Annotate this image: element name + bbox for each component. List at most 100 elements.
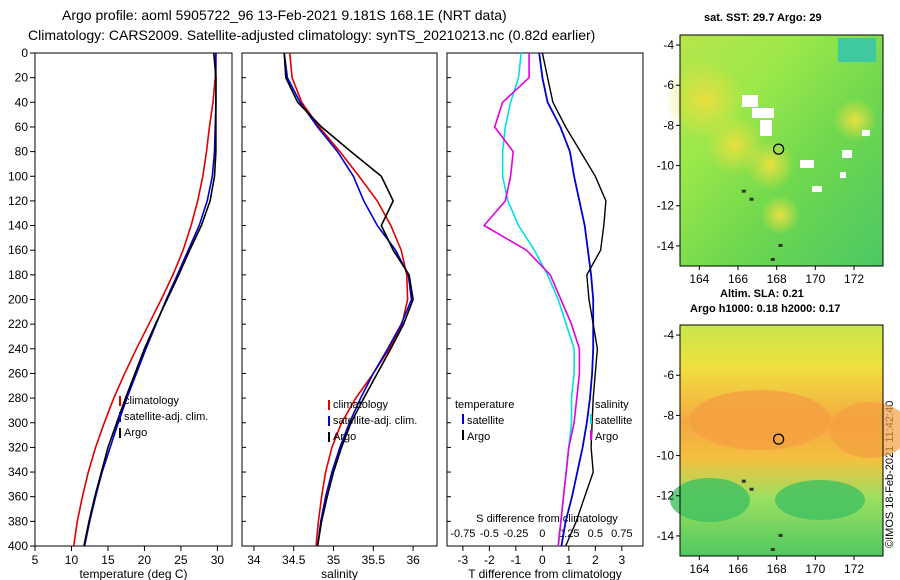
map-y-tick-label: -12 bbox=[657, 489, 675, 503]
cloud-gap bbox=[760, 120, 772, 136]
temperature-difference-axis-label: T difference from climatology bbox=[468, 567, 622, 580]
map-x-tick-label: 168 bbox=[767, 272, 787, 286]
map-x-tick-label: 168 bbox=[767, 562, 787, 576]
map-x-tick-label: 170 bbox=[805, 272, 825, 286]
x-tick-label: 34 bbox=[247, 553, 261, 567]
cloud-gap bbox=[812, 186, 822, 192]
island-mark bbox=[749, 197, 754, 201]
map-x-tick-label: 166 bbox=[728, 562, 748, 576]
map-y-tick-label: -4 bbox=[663, 38, 674, 52]
map-y-tick-label: -14 bbox=[657, 239, 675, 253]
x-tick-label: 20 bbox=[138, 553, 152, 567]
legend-label: Argo bbox=[124, 427, 147, 439]
y-tick-label: 320 bbox=[8, 440, 28, 454]
y-tick-label: 300 bbox=[8, 416, 28, 430]
y-tick-label: 160 bbox=[8, 243, 28, 257]
cool-patch bbox=[838, 38, 876, 62]
y-tick-label: 380 bbox=[8, 514, 28, 528]
y-tick-label: 140 bbox=[8, 219, 28, 233]
legend-label: satellite-adj. clim. bbox=[333, 415, 417, 427]
series-argo bbox=[83, 52, 217, 547]
salinity-difference-tick-label: -0.75 bbox=[450, 528, 475, 540]
cloud-gap bbox=[752, 108, 774, 118]
map-y-tick-label: -6 bbox=[663, 368, 674, 382]
island-mark bbox=[770, 257, 775, 261]
legend-label: Argo bbox=[595, 431, 618, 443]
salinity-difference-tick-label: 0.75 bbox=[611, 528, 632, 540]
y-tick-label: 180 bbox=[8, 268, 28, 282]
argo-position-marker bbox=[772, 143, 785, 155]
series-argo bbox=[283, 52, 414, 547]
map-y-tick-label: -6 bbox=[663, 78, 674, 92]
cloud-gap bbox=[840, 172, 846, 178]
y-tick-label: 20 bbox=[15, 71, 29, 85]
y-tick-label: 120 bbox=[8, 194, 28, 208]
map-y-tick-label: -12 bbox=[657, 199, 675, 213]
x-tick-label: 25 bbox=[174, 553, 188, 567]
difference-axes-frame bbox=[446, 52, 644, 547]
sla-low-patch bbox=[670, 478, 750, 522]
temperature-panel: 0 20 40 60 80 100 120 140 160 180 200 220 240 260 280 3… bbox=[8, 46, 233, 580]
legend-label: climatology bbox=[124, 395, 180, 407]
map-x-tick-label: 164 bbox=[689, 562, 709, 576]
sst-map-title: sat. SST: 29.7 Argo: 29 bbox=[704, 12, 822, 24]
y-tick-label: 60 bbox=[15, 120, 29, 134]
y-tick-label: 80 bbox=[15, 145, 29, 159]
sla-map-title: Altim. SLA: 0.21 bbox=[720, 288, 804, 300]
legend-label: Argo bbox=[333, 431, 356, 443]
legend-label: climatology bbox=[333, 399, 389, 411]
title-line-2: Climatology: CARS2009. Satellite-adjuste… bbox=[28, 27, 596, 43]
y-tick-label: 0 bbox=[21, 46, 28, 60]
x-tick-label: 35.5 bbox=[362, 553, 386, 567]
y-tick-label: 220 bbox=[8, 317, 28, 331]
warm-patch bbox=[745, 140, 795, 190]
temperature-axis-label: temperature (deg C) bbox=[79, 567, 187, 580]
salinity-difference-axis-label: S difference from climatology bbox=[476, 513, 618, 525]
map-x-tick-label: 164 bbox=[689, 272, 709, 286]
temperature-axes-frame bbox=[34, 52, 233, 547]
y-tick-label: 40 bbox=[15, 95, 29, 109]
cloud-gap bbox=[862, 130, 870, 136]
series-climatology bbox=[289, 52, 409, 547]
island-mark bbox=[770, 547, 775, 551]
legend-label: satellite bbox=[467, 415, 504, 427]
island-mark bbox=[749, 487, 754, 491]
map-x-tick-label: 170 bbox=[805, 562, 825, 576]
cloud-gap bbox=[742, 95, 758, 107]
series-climatology bbox=[72, 52, 217, 547]
legend-label: Argo bbox=[467, 431, 490, 443]
y-tick-label: 280 bbox=[8, 391, 28, 405]
island-mark bbox=[778, 243, 783, 247]
island-mark bbox=[778, 533, 783, 537]
map-x-tick-label: 172 bbox=[844, 562, 864, 576]
argo-position-marker bbox=[772, 433, 785, 445]
sst-map-frame bbox=[679, 34, 884, 267]
sla-map: -4 -6 -8 -10 -12 -14 164 166 168 170 172 bbox=[657, 324, 900, 576]
island-mark bbox=[741, 189, 746, 193]
series-salinity-argo bbox=[541, 52, 607, 547]
x-tick-label: 1 bbox=[565, 553, 572, 567]
island-mark bbox=[741, 479, 746, 483]
map-y-tick-label: -10 bbox=[657, 159, 675, 173]
map-x-tick-label: 172 bbox=[844, 272, 864, 286]
map-x-tick-label: 166 bbox=[728, 272, 748, 286]
series-salinity-satellite bbox=[538, 52, 595, 547]
series-temperature-satellite bbox=[501, 52, 575, 547]
x-tick-label: 35 bbox=[327, 553, 341, 567]
x-tick-label: 15 bbox=[101, 553, 115, 567]
legend-title-temperature: temperature bbox=[455, 399, 514, 411]
y-tick-label: 200 bbox=[8, 293, 28, 307]
title-line-1: Argo profile: aoml 5905722_96 13-Feb-202… bbox=[62, 7, 507, 23]
cloud-gap bbox=[800, 160, 814, 168]
map-y-tick-label: -8 bbox=[663, 118, 674, 132]
sla-high-patch bbox=[690, 390, 830, 450]
salinity-axis-label: salinity bbox=[321, 567, 358, 580]
x-tick-label: -3 bbox=[458, 553, 469, 567]
y-tick-label: 260 bbox=[8, 366, 28, 380]
x-tick-label: 30 bbox=[211, 553, 225, 567]
salinity-difference-tick-label: -0.25 bbox=[503, 528, 528, 540]
x-tick-label: 10 bbox=[65, 553, 79, 567]
sla-low-patch bbox=[775, 480, 865, 520]
y-tick-label: 400 bbox=[8, 539, 28, 553]
